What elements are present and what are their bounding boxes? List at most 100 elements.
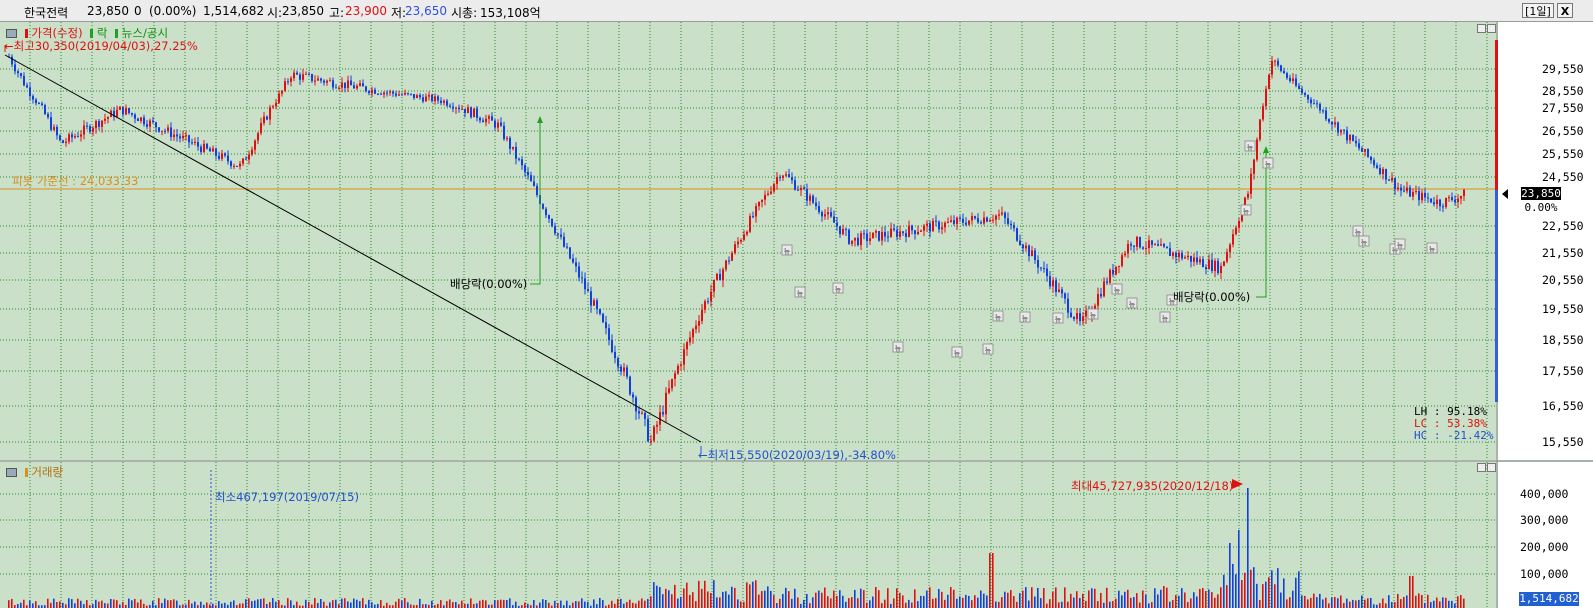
candle-body	[1085, 310, 1087, 317]
candle-body	[278, 93, 280, 103]
news-marker-text: 뉴	[1265, 161, 1272, 169]
candle-body	[1016, 228, 1018, 241]
candle-body	[833, 216, 835, 223]
volume-bar	[1094, 588, 1096, 608]
volume-bar	[941, 591, 943, 608]
volume-bar	[1343, 603, 1345, 608]
volume-bar	[1142, 590, 1144, 608]
volume-bar	[599, 598, 601, 608]
volume-bar	[95, 599, 97, 608]
candle-body	[1022, 244, 1024, 249]
candle-body	[407, 92, 409, 94]
volume-bar	[1043, 588, 1045, 608]
candle-body	[608, 328, 610, 341]
candle-body	[455, 107, 457, 109]
candle-body	[449, 105, 451, 107]
candle-body	[1337, 122, 1339, 133]
volume-bar	[14, 605, 16, 608]
candle-body	[824, 214, 826, 217]
candle-body	[1244, 197, 1246, 209]
volume-bar	[515, 601, 517, 608]
volume-bar	[614, 603, 616, 608]
candle-body	[1343, 129, 1345, 131]
grid-lines	[0, 22, 1497, 608]
candle-body	[794, 180, 796, 190]
news-marker: 뉴	[794, 286, 806, 298]
dividend-label-2: 배당락(0.00%)	[1173, 290, 1251, 304]
candle-body	[467, 107, 469, 114]
candle-body	[74, 136, 76, 138]
candle-body	[488, 116, 490, 119]
candle-body	[131, 113, 133, 115]
volume-panel-icon	[6, 468, 17, 477]
candle-body	[1334, 122, 1336, 125]
news-marker-text: 뉴	[1055, 316, 1062, 324]
candle-body	[230, 161, 232, 167]
candle-body	[941, 227, 943, 230]
candle-body	[1103, 281, 1105, 297]
candle-body	[263, 116, 265, 124]
volume-bar	[1427, 594, 1429, 608]
news-marker: 뉴	[1394, 238, 1406, 250]
volume-bar	[653, 582, 655, 608]
candle-body	[887, 236, 889, 238]
candle-body	[188, 135, 190, 143]
volume-min-annotation: 최소467,197(2019/07/15)	[215, 490, 359, 504]
candle-body	[533, 181, 535, 186]
price-legend[interactable]: 가격(수정) 락 뉴스/공시	[6, 25, 168, 41]
price-panel[interactable]	[0, 22, 1497, 460]
volume-bar	[38, 605, 40, 608]
price-panel-close-button[interactable]	[1487, 24, 1496, 33]
candle-body	[149, 120, 151, 127]
price-panel-min-button[interactable]	[1477, 24, 1486, 33]
volume-bar	[1220, 587, 1222, 608]
volume-panel-min-button[interactable]	[1477, 463, 1486, 472]
candle-body	[668, 388, 670, 393]
volume-bar	[689, 594, 691, 608]
volume-bar	[302, 605, 304, 608]
candle-body	[884, 231, 886, 237]
candle-body	[722, 269, 724, 281]
volume-bar	[1172, 600, 1174, 608]
volume-bar	[1058, 602, 1060, 608]
volume-bar	[533, 599, 535, 608]
close-button[interactable]: X	[1557, 3, 1573, 18]
volume-bar	[50, 602, 52, 608]
candle-body	[1460, 196, 1462, 199]
volume-bar	[164, 598, 166, 608]
mktcap-label: 시총:	[451, 6, 478, 20]
volume-legend-label: 거래량	[31, 465, 64, 479]
candle-body	[92, 128, 94, 132]
news-marker-text: 뉴	[1114, 287, 1121, 295]
candle-body	[1136, 236, 1138, 247]
volume-bar	[1226, 585, 1228, 608]
candle-body	[1046, 268, 1048, 277]
candle-body	[287, 81, 289, 83]
volume-bar	[62, 602, 64, 608]
stock-name[interactable]: 한국전력	[24, 6, 69, 20]
candle-body	[167, 127, 169, 131]
candle-body	[1415, 190, 1417, 192]
volume-bar	[989, 553, 991, 608]
volume-legend[interactable]: 거래량	[6, 464, 63, 480]
volume-bar	[422, 604, 424, 608]
volume-bar	[1025, 587, 1027, 608]
news-marker-box	[951, 346, 963, 358]
candle-body	[425, 96, 427, 102]
current-price-pointer	[1502, 189, 1508, 199]
volume-bar	[1373, 604, 1375, 608]
candle-body	[713, 279, 715, 292]
period-button[interactable]: [1일]	[1522, 3, 1554, 18]
volume-bar	[305, 599, 307, 608]
candle-body	[1094, 305, 1096, 312]
candle-body	[164, 130, 166, 132]
volume-bar	[1082, 593, 1084, 608]
news-marker-box	[982, 343, 994, 355]
volume-bar	[1163, 586, 1165, 608]
volume-bar	[1064, 587, 1066, 608]
volume-bar	[674, 584, 676, 608]
volume-bar	[605, 605, 607, 608]
candle-body	[1070, 312, 1072, 318]
volume-panel-close-button[interactable]	[1487, 463, 1496, 472]
volume-bar	[1028, 600, 1030, 608]
